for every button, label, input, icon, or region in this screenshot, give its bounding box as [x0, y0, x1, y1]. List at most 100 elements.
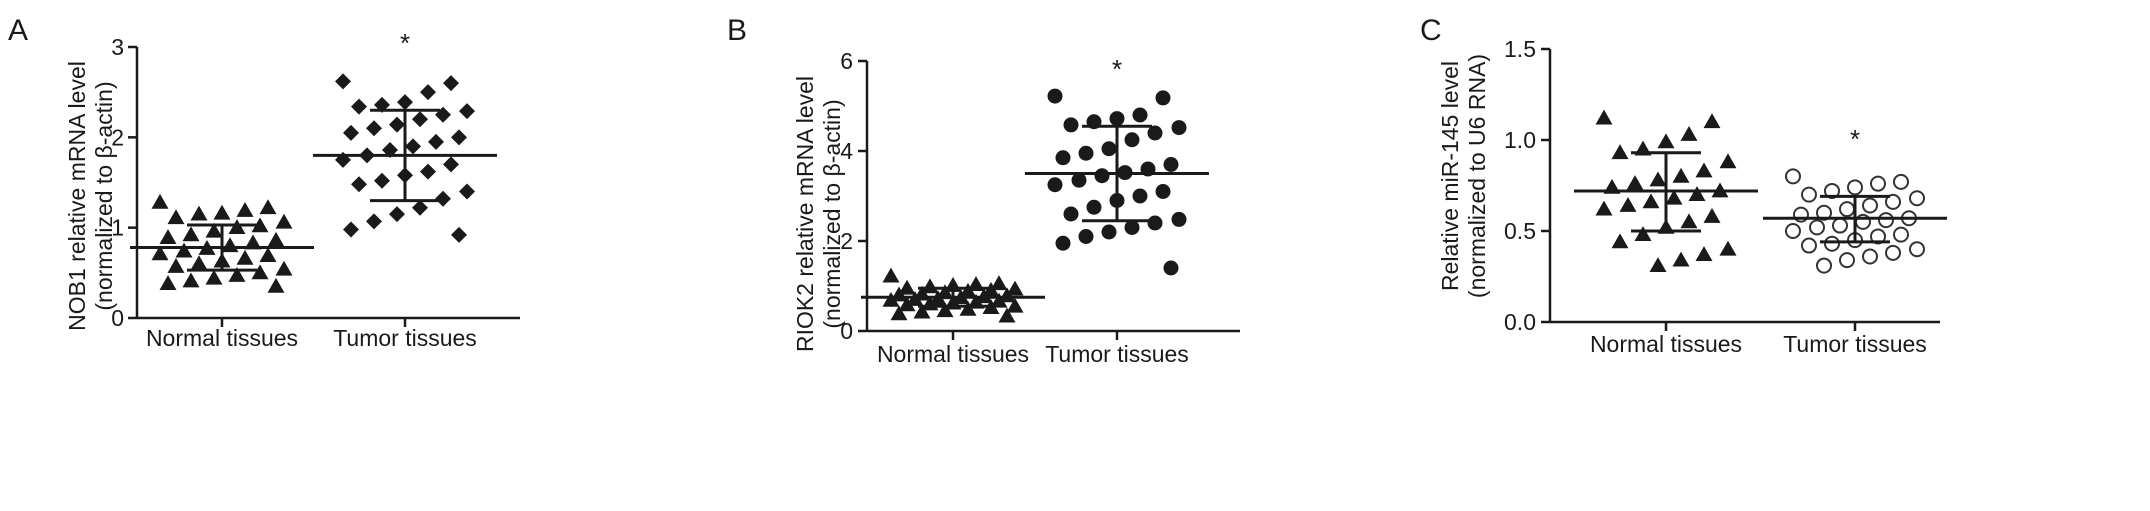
y-tick-label: 2	[840, 228, 853, 254]
data-point-triangle	[1657, 133, 1675, 149]
data-point-open-circle	[1893, 226, 1909, 243]
y-axis-label: NOB1 relative mRNA level	[64, 61, 90, 331]
data-point-diamond	[443, 75, 459, 92]
data-point-circle	[1055, 235, 1071, 251]
x-tick-label: Tumor tissues	[333, 325, 477, 351]
y-tick-label: 0	[840, 318, 853, 344]
data-point-triangle	[913, 303, 931, 319]
y-tick-label: 2	[111, 124, 124, 150]
data-point-circle	[1101, 141, 1117, 157]
y-axis-label-sub: (normalized to U6 RNA)	[1464, 54, 1490, 298]
data-point-triangle	[1611, 233, 1629, 249]
series-0	[1574, 109, 1758, 272]
data-point-triangle	[1719, 153, 1737, 169]
data-point-triangle	[182, 226, 200, 242]
data-point-triangle	[151, 193, 169, 209]
data-point-diamond	[420, 163, 436, 180]
data-point-triangle	[1595, 200, 1613, 216]
data-point-triangle	[882, 267, 900, 283]
data-point-triangle	[167, 258, 185, 273]
data-point-triangle	[1695, 246, 1713, 262]
y-axis-label: RIOK2 relative mRNA level	[792, 76, 818, 352]
data-point-triangle	[228, 267, 246, 282]
data-point-triangle	[175, 242, 193, 258]
data-point-open-circle	[1839, 201, 1855, 218]
data-point-open-circle	[1824, 235, 1840, 252]
y-tick-label: 0.5	[1504, 218, 1536, 244]
data-point-triangle	[1649, 257, 1667, 272]
data-point-triangle	[1006, 280, 1024, 296]
chart-b-plot: 0 2 4 6 Normal tissues Tumor tissues *	[840, 48, 1240, 367]
data-point-circle	[1047, 88, 1063, 104]
data-point-triangle	[159, 275, 177, 291]
data-point-open-circle	[1878, 212, 1894, 229]
panel-letter: A	[8, 14, 28, 47]
data-point-diamond	[451, 129, 467, 146]
data-point-triangle	[882, 291, 900, 307]
data-point-triangle	[259, 247, 277, 263]
x-tick-label: Normal tissues	[1590, 331, 1742, 357]
data-point-circle	[1109, 111, 1125, 127]
panel-c: C Relative miR-145 level (normalized to …	[1420, 14, 1947, 357]
data-point-triangle	[236, 202, 254, 217]
data-point-triangle	[1665, 189, 1683, 205]
data-point-triangle	[1719, 240, 1737, 256]
data-point-diamond	[351, 98, 367, 115]
y-axis-label-sub: (normalized to β-actin)	[819, 99, 845, 328]
data-point-open-circle	[1801, 186, 1817, 203]
data-point-triangle	[998, 307, 1016, 323]
data-point-triangle	[1642, 193, 1660, 209]
data-point-diamond	[343, 124, 359, 141]
data-point-open-circle	[1909, 190, 1925, 207]
data-point-open-circle	[1839, 252, 1855, 269]
data-point-circle	[1155, 184, 1171, 199]
data-point-diamond	[374, 172, 390, 189]
data-point-triangle	[190, 205, 208, 221]
data-point-triangle	[251, 264, 269, 280]
data-point-triangle	[205, 269, 223, 285]
data-point-diamond	[335, 73, 351, 90]
data-point-triangle	[1634, 226, 1652, 242]
series-0	[130, 193, 314, 293]
data-point-triangle	[221, 237, 239, 253]
data-point-diamond	[420, 84, 436, 101]
data-point-diamond	[459, 103, 475, 120]
data-point-triangle	[259, 199, 277, 215]
data-point-triangle	[1611, 144, 1629, 160]
data-point-circle	[1147, 125, 1163, 141]
data-point-triangle	[267, 231, 285, 247]
data-point-triangle	[1695, 162, 1713, 178]
data-point-triangle	[1703, 113, 1721, 129]
data-point-diamond	[343, 221, 359, 238]
data-point-triangle	[898, 279, 916, 295]
data-point-circle	[1155, 90, 1171, 106]
data-point-circle	[1086, 199, 1102, 215]
data-point-triangle	[275, 260, 293, 276]
data-point-triangle	[990, 292, 1008, 308]
data-point-triangle	[159, 229, 177, 244]
series-1	[313, 73, 497, 243]
data-point-triangle	[1672, 251, 1690, 267]
data-point-circle	[1132, 188, 1148, 204]
series-1	[1025, 88, 1209, 276]
data-point-triangle	[213, 204, 231, 220]
series-1	[1763, 168, 1947, 274]
data-point-open-circle	[1862, 248, 1878, 265]
data-point-triangle	[182, 272, 200, 288]
chart-a-plot: 0 1 2 3 Normal tissues Tumor tissues *	[111, 28, 520, 351]
significance-asterisk: *	[400, 28, 410, 58]
data-point-triangle	[936, 302, 954, 318]
data-point-circle	[1094, 168, 1110, 184]
chart-c-plot: 0.0 0.5 1.0 1.5 Normal tissues Tumor tissues *	[1504, 36, 1947, 357]
data-point-diamond	[405, 138, 421, 155]
data-point-circle	[1171, 211, 1187, 227]
y-tick-label: 6	[840, 48, 853, 74]
y-tick-label: 1.0	[1504, 127, 1536, 153]
y-axis-label-sub: (normalized to β-actin)	[91, 81, 117, 310]
data-point-triangle	[228, 219, 246, 235]
data-point-circle	[1124, 132, 1140, 148]
data-point-open-circle	[1824, 182, 1840, 199]
data-point-triangle	[898, 296, 916, 312]
